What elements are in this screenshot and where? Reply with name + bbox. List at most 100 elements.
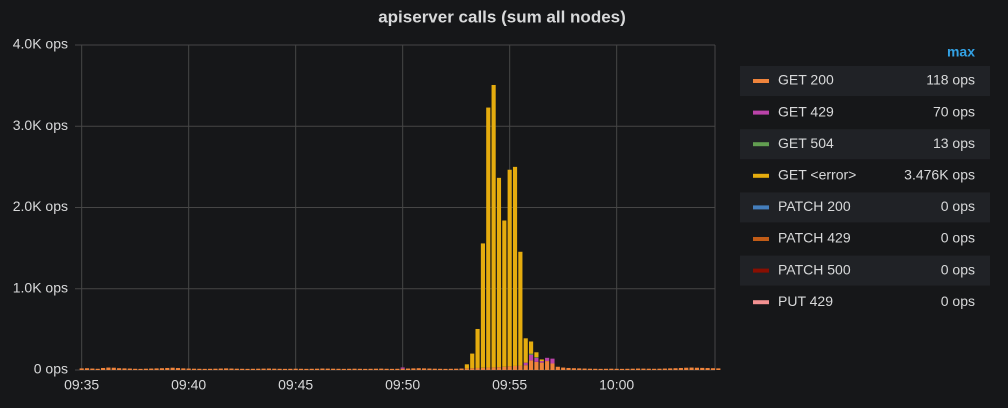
bar-segment [641,368,646,370]
bar-segment [470,353,475,369]
chart-title: apiserver calls (sum all nodes) [378,7,626,26]
legend-max: 0 ops [941,293,975,309]
x-tick-label: 09:35 [64,377,99,393]
legend-label[interactable]: GET 504 [778,135,834,151]
bar-segment [181,368,186,370]
bar-segment [502,366,507,370]
bar-segment [341,368,346,370]
bar-segment [416,368,421,370]
bar-segment [90,368,95,370]
bar-segment [518,365,523,370]
bar-segment [191,368,197,370]
bar-segment [545,361,550,370]
bar-segment [523,338,528,363]
legend-max: 0 ops [941,261,975,277]
bar-segment [636,368,641,370]
legend-label[interactable]: GET <error> [778,167,856,183]
bar-segment [298,368,304,370]
legend-label[interactable]: PATCH 500 [778,261,851,277]
bar-segment [357,368,362,370]
bar-segment [700,367,705,370]
bar-segment [304,368,309,370]
bar-segment [662,368,667,370]
bar-segment [566,367,571,370]
bar-segment [545,357,550,362]
bar-segment [496,177,502,368]
bar-segment [272,368,277,370]
bar-segment [673,368,678,370]
bar-segment [95,368,100,370]
bar-segment [443,368,448,370]
legend-label[interactable]: PATCH 200 [778,198,851,214]
bar-segment [149,368,154,370]
legend-label[interactable]: PUT 429 [778,293,833,309]
bar-segment [352,368,357,370]
bar-segment [539,359,544,362]
bar-segment [716,368,721,370]
bar-segment [507,366,512,370]
bar-segment [518,251,523,366]
bar-segment [657,368,662,370]
legend-row-bg [740,129,990,160]
bar-segment [165,367,170,370]
bar-segment [422,368,427,370]
bar-segment [127,368,132,370]
bar-segment [603,368,609,370]
bar-segment [561,367,566,370]
bar-segment [122,368,127,370]
bar-segment [106,367,111,370]
bar-segment [464,368,469,370]
legend-max: 0 ops [941,230,975,246]
bar-segment [609,368,614,370]
bar-segment [432,368,437,370]
bar-segment [459,368,464,370]
bar-segment [405,368,411,370]
bar-segment [229,368,234,370]
bar-segment [529,353,534,355]
x-tick-label: 09:55 [492,377,527,393]
bar-segment [534,361,539,370]
bar-segment [197,368,202,370]
bar-segment [529,354,534,361]
bar-segment [523,362,528,366]
bar-segment [689,367,694,370]
bar-segment [470,368,475,370]
bar-segment [694,367,699,370]
bar-segment [170,367,175,370]
bar-segment [325,368,330,370]
bar-segment [411,368,416,370]
y-tick-label: 0 ops [34,361,68,377]
bar-segment [491,84,496,368]
bar-segment [438,368,443,370]
bar-segment [678,367,683,370]
bar-segment [138,368,143,370]
legend-label[interactable]: GET 200 [778,72,834,88]
legend-row-bg [740,66,990,96]
legend-header[interactable]: max [947,44,975,60]
bar-segment [389,368,395,370]
bar-segment [539,362,544,370]
bar-segment [491,367,496,370]
bar-segment [240,368,245,370]
legend-label[interactable]: GET 429 [778,103,834,119]
bar-segment [480,243,485,368]
bar-segment [555,366,560,370]
bar-segment [250,368,255,370]
bar-segment [523,365,528,370]
bar-segment [529,360,534,370]
bar-segment [539,361,544,363]
bar-segment [502,220,507,367]
bar-segment [475,367,480,370]
bar-segment [159,368,164,370]
bar-segment [363,368,368,370]
bar-segment [486,107,491,368]
x-tick-label: 09:50 [385,377,420,393]
bar-segment [384,368,389,370]
legend-label[interactable]: PATCH 429 [778,230,851,246]
bar-segment [598,368,603,370]
legend-row-bg [740,192,990,223]
bar-segment [625,368,630,370]
bar-segment [400,367,405,369]
